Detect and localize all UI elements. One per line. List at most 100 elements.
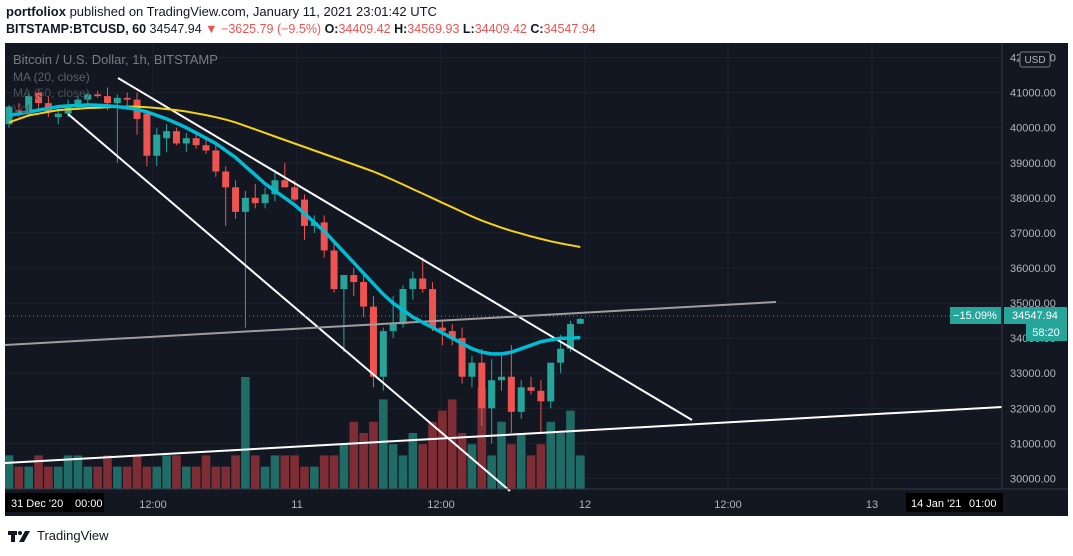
channel-upper-line[interactable] [117,77,693,421]
candle-body[interactable] [576,318,584,324]
trendlines[interactable] [4,77,1003,492]
candle-body[interactable] [389,324,397,332]
time-tick-label: 12 [579,499,591,511]
volume-bar [438,410,447,489]
candle-body[interactable] [113,97,121,104]
volume-bar [428,421,437,489]
candle-body[interactable] [163,131,171,139]
last-price: 34547.94 [149,22,202,36]
candle-body[interactable] [54,113,62,118]
channel-lower-line[interactable] [67,113,511,492]
candle-body[interactable] [232,187,240,212]
volume-bar [73,455,83,489]
date-cursor-left [5,493,104,512]
time-tick-label: 12:00 [139,499,167,511]
footer-brand[interactable]: TradingView [8,528,109,543]
publish-line: portfoliox published on TradingView.com,… [6,4,437,19]
volume-bar [556,433,565,489]
time-tick-label: 12:00 [427,499,455,511]
candle-body[interactable] [212,150,220,172]
candle-body[interactable] [438,327,446,332]
candle-body[interactable] [498,376,505,381]
candle-body[interactable] [222,171,230,188]
price-axis[interactable]: 42000.0041000.0040000.0039000.0038000.00… [950,43,1067,489]
time-right: 01:00 [969,498,997,510]
candle-body[interactable] [419,278,427,290]
candles[interactable] [5,87,584,444]
open-value: 34409.42 [338,22,391,36]
author-name[interactable]: portfoliox [6,4,66,19]
candle-body[interactable] [172,131,180,144]
candle-body[interactable] [468,362,476,377]
candle-body[interactable] [202,145,210,151]
countdown-value: 58:20 [1032,327,1060,339]
candle-body[interactable] [5,106,13,125]
candle-body[interactable] [35,92,43,104]
candle-body[interactable] [448,331,456,339]
candle-body[interactable] [291,187,299,200]
volume-bar [63,455,73,489]
candle-body[interactable] [458,338,466,377]
volume-bar [201,455,211,489]
candle-body[interactable] [429,289,437,328]
candle-body[interactable] [94,94,102,97]
candle-body[interactable] [281,180,289,188]
price-tick-label: 37000.00 [1010,228,1056,240]
candle-body[interactable] [409,278,417,290]
candle-body[interactable] [74,99,82,105]
candle-body[interactable] [488,380,496,409]
candle-body[interactable] [350,275,358,283]
volume-bar [241,377,250,489]
volume-bar [53,466,63,489]
volume-bar [152,466,162,489]
candle-body[interactable] [360,282,368,307]
candle-body[interactable] [104,96,111,104]
candle-body[interactable] [251,197,259,204]
resistance-line[interactable] [4,301,777,346]
candle-body[interactable] [320,222,328,251]
candle-body[interactable] [143,113,151,156]
candle-body[interactable] [557,348,565,363]
candle-body[interactable] [271,180,279,195]
support-line[interactable] [4,406,1003,464]
candle-body[interactable] [182,138,190,144]
candle-body[interactable] [241,197,249,212]
price-chart[interactable]: Bitcoin / U.S. Dollar, 1h, BITSTAMP MA (… [4,43,1068,516]
currency-box[interactable] [1019,51,1051,68]
ma20-line [8,103,581,356]
candle-body[interactable] [123,97,131,100]
candle-body[interactable] [507,376,515,412]
volume-bar [467,444,477,489]
ohlc-line: BITSTAMP:BTCUSD, 60 34547.94 ▼ −3625.79 … [6,22,596,36]
volume-bar [507,444,516,489]
candle-body[interactable] [566,324,574,349]
candle-body[interactable] [369,306,377,377]
price-tick-label: 38000.00 [1010,193,1056,205]
candle-body[interactable] [517,387,525,412]
volume-bar [142,466,152,489]
time-axis[interactable]: 12:00 11 12:00 12 12:00 13 31 Dec '20 00:00 1… [5,488,1068,512]
candle-body[interactable] [547,362,555,402]
candle-body[interactable] [478,362,486,409]
symbol-line: BITSTAMP:BTCUSD, 60 [6,22,147,36]
candle-body[interactable] [527,387,535,391]
volume-bar [398,455,408,489]
candle-body[interactable] [399,289,407,325]
candle-body[interactable] [261,194,269,204]
candle-body[interactable] [340,275,348,290]
candle-body[interactable] [379,331,387,377]
candle-body[interactable] [330,250,338,290]
volume-bar [122,466,132,489]
candle-body[interactable] [153,134,161,156]
volume-bar [300,466,309,489]
low-label: L: [462,22,475,36]
published-text: published on TradingView.com, January 11… [69,4,437,19]
volume-bar [408,433,418,489]
candle-body[interactable] [192,138,200,146]
volume-bar [516,433,526,489]
candle-body[interactable] [25,96,33,114]
candle-body[interactable] [537,390,545,402]
candle-body[interactable] [84,94,92,100]
chart-panel[interactable]: Bitcoin / U.S. Dollar, 1h, BITSTAMP MA (… [4,43,1068,516]
candle-body[interactable] [15,110,23,112]
